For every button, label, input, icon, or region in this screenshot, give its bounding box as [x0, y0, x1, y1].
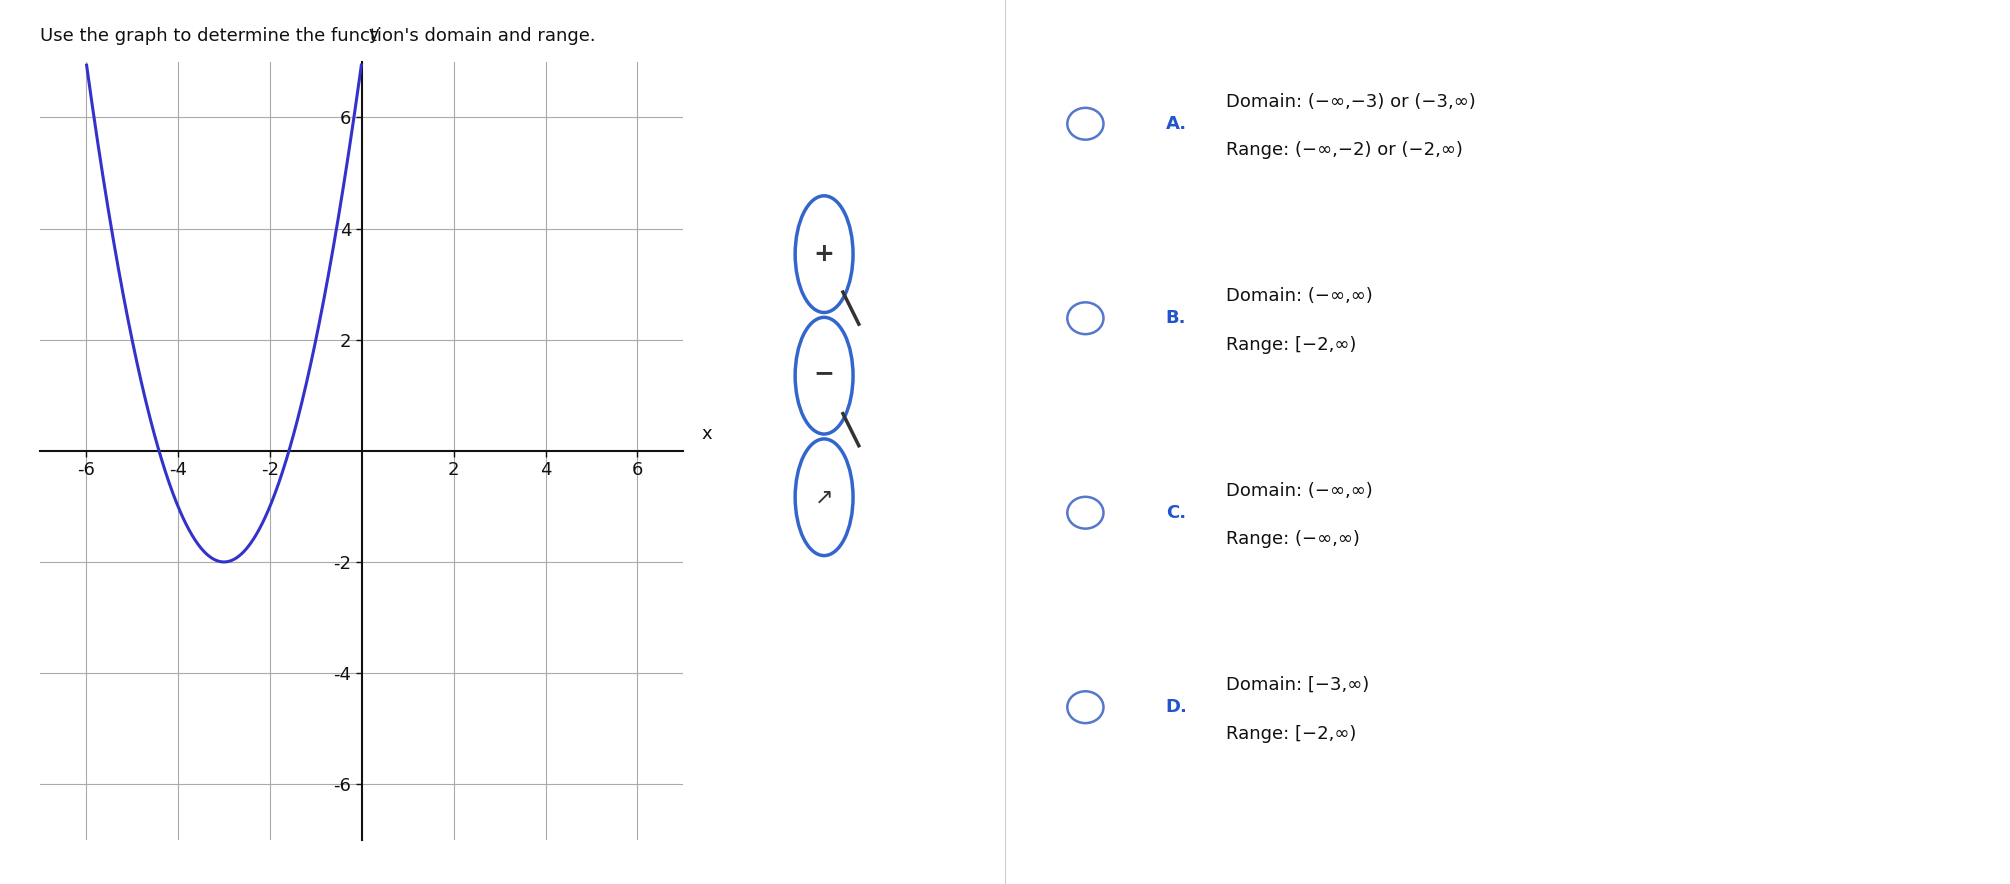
Text: Domain: (−∞,∞): Domain: (−∞,∞) — [1226, 287, 1373, 305]
Text: +: + — [814, 242, 834, 266]
Text: Domain: (−∞,−3) or (−3,∞): Domain: (−∞,−3) or (−3,∞) — [1226, 93, 1475, 110]
Text: −: − — [814, 362, 834, 385]
Text: y: y — [368, 25, 380, 43]
Text: Domain: [−3,∞): Domain: [−3,∞) — [1226, 676, 1369, 694]
Text: Range: [−2,∞): Range: [−2,∞) — [1226, 336, 1357, 354]
Text: A.: A. — [1166, 115, 1188, 133]
Text: x: x — [701, 424, 712, 443]
Text: D.: D. — [1166, 698, 1188, 716]
Text: Range: (−∞,−2) or (−2,∞): Range: (−∞,−2) or (−2,∞) — [1226, 141, 1463, 159]
Text: C.: C. — [1166, 504, 1186, 522]
Text: Range: [−2,∞): Range: [−2,∞) — [1226, 725, 1357, 743]
Text: ↗: ↗ — [814, 487, 834, 507]
Text: Domain: (−∞,∞): Domain: (−∞,∞) — [1226, 482, 1373, 499]
Text: B.: B. — [1166, 309, 1186, 327]
Text: Use the graph to determine the function's domain and range.: Use the graph to determine the function'… — [40, 27, 595, 44]
Text: Range: (−∞,∞): Range: (−∞,∞) — [1226, 530, 1361, 548]
